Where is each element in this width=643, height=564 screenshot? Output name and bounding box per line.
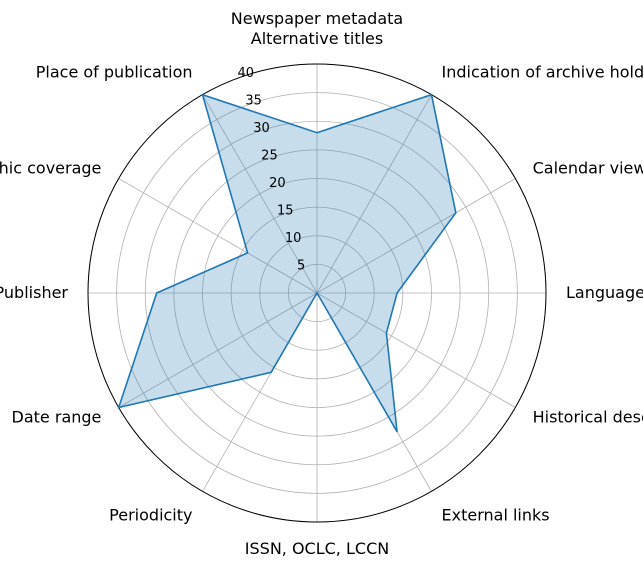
category-label: Language: [566, 283, 643, 302]
radial-tick-labels: 5 10 15 20 25 30 35 40: [237, 66, 305, 274]
polar-frame: [87, 63, 547, 523]
category-label: Date range: [12, 408, 102, 427]
radial-tick-label: 30: [253, 121, 270, 136]
data-series: [117, 93, 457, 433]
grid-spoke: [202, 94, 318, 294]
category-label: Geographic coverage: [0, 159, 101, 178]
radial-tick-label: 20: [269, 176, 286, 191]
category-label: Alternative titles: [251, 29, 383, 48]
radial-tick-label: 15: [277, 203, 294, 218]
grid-spoke: [316, 178, 516, 294]
radial-tick-label: 35: [245, 93, 262, 108]
radial-tick-label: 40: [237, 66, 254, 81]
category-label: Place of publication: [36, 62, 193, 81]
category-label: Publisher: [0, 283, 68, 302]
grid-spoke: [316, 94, 432, 294]
category-label: Calendar view of issues: [533, 159, 643, 178]
category-label: External links: [442, 506, 550, 525]
grid-spoke: [118, 178, 318, 294]
grid-spoke: [118, 292, 318, 408]
radial-tick-label: 5: [297, 258, 305, 273]
series-area: [118, 94, 456, 432]
category-labels: Alternative titles Indication of archive …: [0, 29, 643, 558]
category-label: ISSN, OCLC, LCCN: [245, 539, 389, 558]
category-label: Historical description: [533, 408, 643, 427]
category-label: Indication of archive holder: [442, 62, 643, 81]
series-line: [117, 93, 457, 433]
radial-grid: [87, 63, 547, 523]
radial-tick-label: 10: [285, 231, 302, 246]
category-label: Periodicity: [109, 506, 192, 525]
chart-title: Newspaper metadata: [231, 9, 403, 28]
radial-tick-label: 25: [261, 148, 278, 163]
grid-spoke: [316, 292, 516, 408]
